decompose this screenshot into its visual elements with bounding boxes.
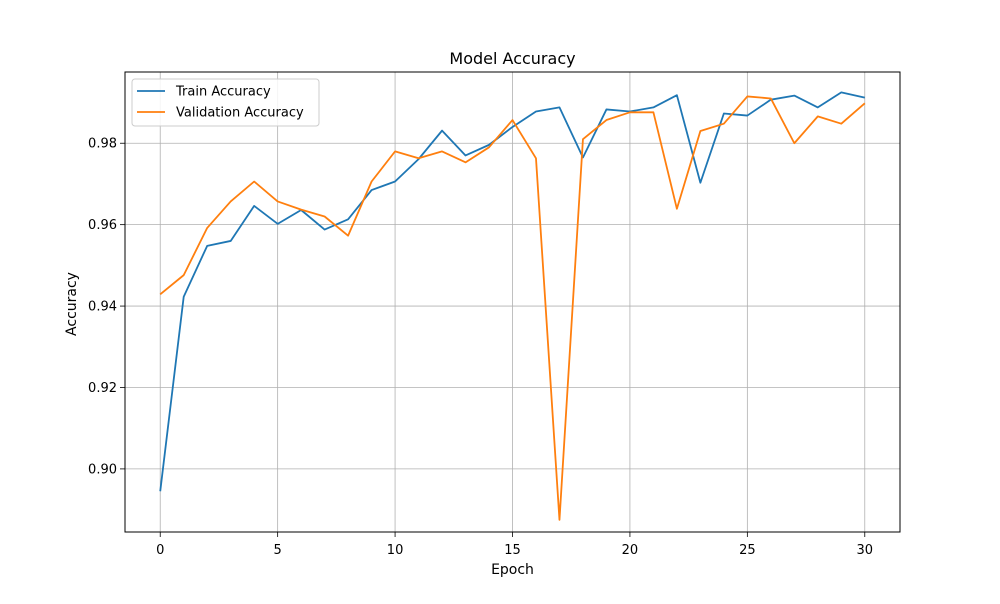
y-tick-label: 0.94 — [88, 300, 117, 315]
chart-title: Model Accuracy — [449, 49, 575, 68]
x-tick-label: 20 — [622, 543, 639, 558]
y-tick-label: 0.92 — [88, 381, 117, 396]
legend-box — [131, 78, 320, 127]
validation-accuracy-line — [159, 95, 866, 521]
series-lines — [159, 91, 866, 521]
plot-area-frame — [124, 71, 901, 533]
x-axis-label: Epoch — [491, 562, 534, 578]
legend-label-validation-accuracy: Validation Accuracy — [176, 106, 304, 121]
train-accuracy-line — [159, 91, 865, 492]
axis-ticks: 0 5 10 15 20 25 30 0.90 0.92 0.94 0.96 0.98 — [88, 137, 873, 558]
x-tick-label: 15 — [504, 543, 521, 558]
y-tick-label: 0.90 — [88, 462, 117, 477]
y-tick-label: 0.98 — [88, 137, 117, 152]
grid — [125, 72, 900, 532]
x-tick-label: 0 — [156, 543, 164, 558]
y-tick-label: 0.96 — [88, 218, 117, 233]
x-tick-label: 5 — [274, 543, 282, 558]
x-tick-label: 10 — [387, 543, 404, 558]
y-axis-label: Accuracy — [64, 272, 80, 336]
legend: Train Accuracy Validation Accuracy — [131, 78, 320, 127]
legend-label-train-accuracy: Train Accuracy — [175, 85, 271, 100]
x-tick-label: 25 — [739, 543, 756, 558]
x-tick-label: 30 — [856, 543, 873, 558]
